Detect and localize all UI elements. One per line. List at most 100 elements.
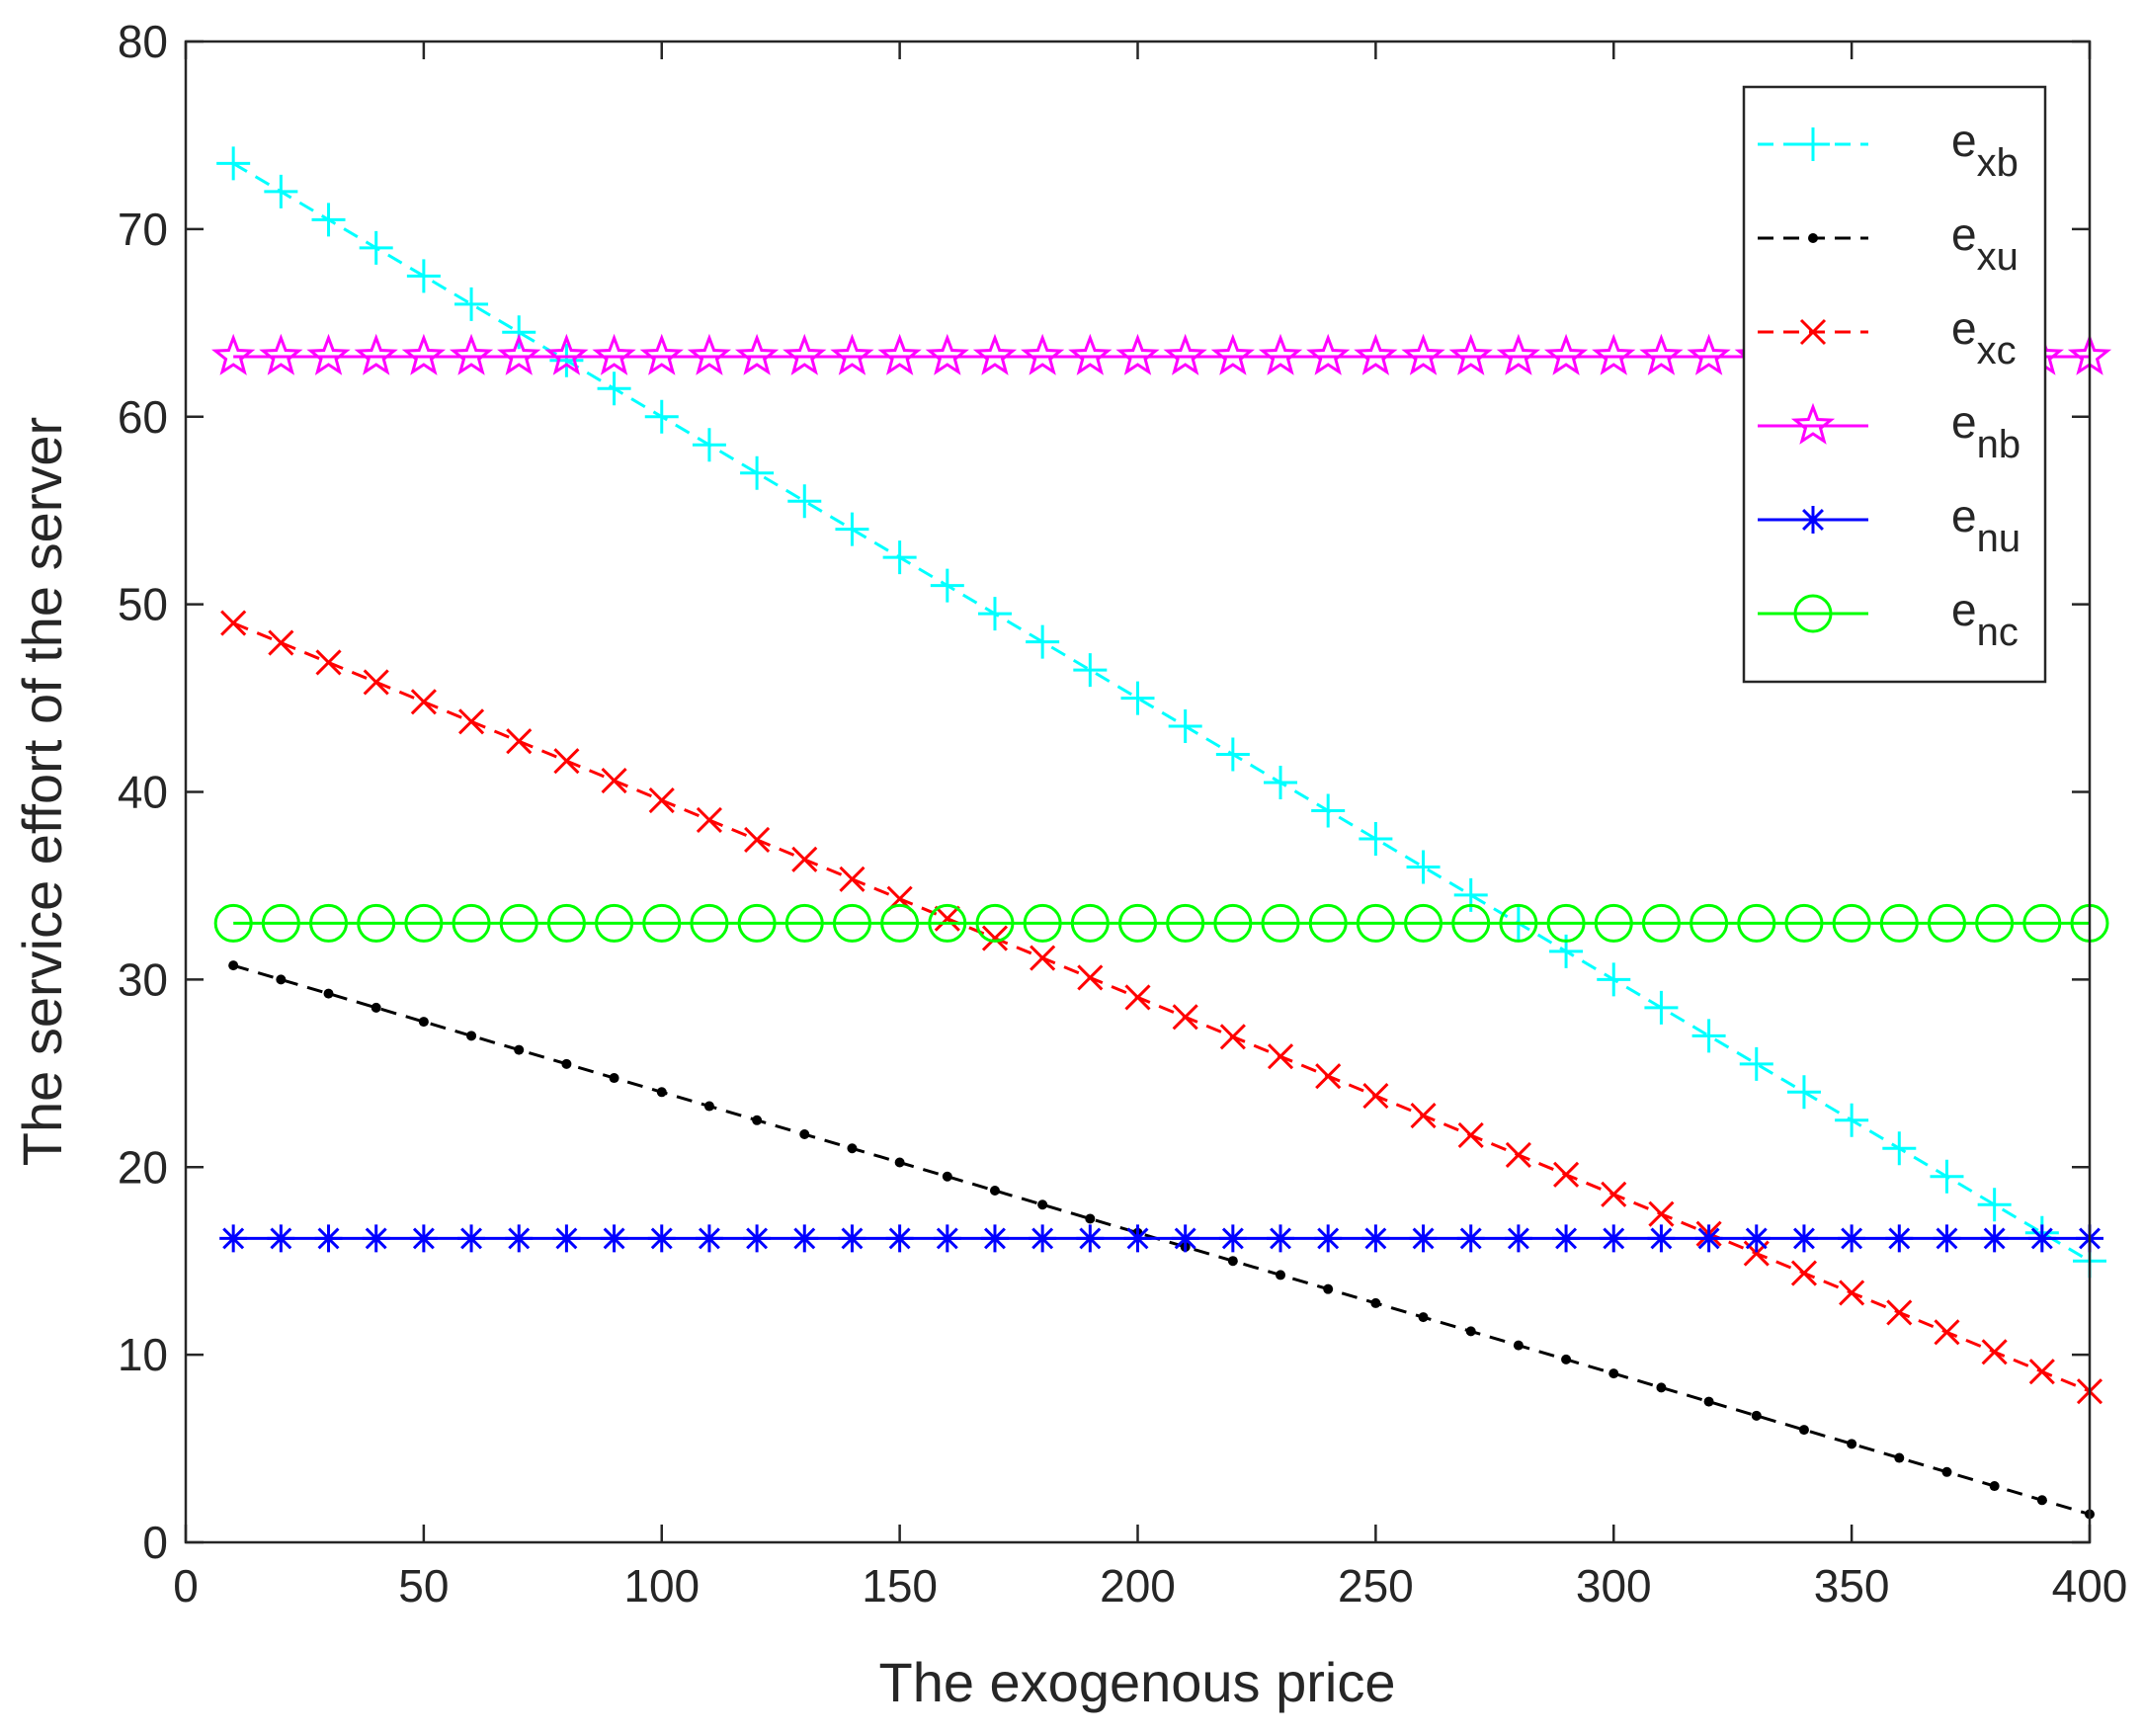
data-point-nc	[1641, 903, 1681, 943]
data-point-nb	[449, 333, 494, 375]
legend-label-xc: exc	[1951, 302, 2017, 372]
data-point-xu	[323, 988, 334, 999]
data-point-nc	[1451, 903, 1491, 943]
tick-labels: 0 50 100 150 200 250 300 350 400 0 10 20 30 40 50 60 70 8…	[118, 16, 2128, 1612]
data-point-nb	[877, 333, 922, 375]
data-point-xu	[1561, 1354, 1572, 1364]
data-point-nc	[1594, 903, 1633, 943]
data-point-xc	[1934, 1319, 1960, 1346]
data-point-nc	[1737, 903, 1776, 943]
data-point-xb	[1168, 709, 1202, 744]
data-point-xb	[1120, 681, 1155, 715]
data-point-xb	[1835, 1103, 1869, 1137]
legend-label-subscript: nb	[1977, 423, 2021, 466]
data-point-nu	[1552, 1224, 1581, 1253]
data-point-nc	[1499, 903, 1538, 943]
data-point-nu	[743, 1224, 772, 1253]
data-point-nc	[595, 903, 634, 943]
data-point-nb	[544, 333, 589, 375]
data-point-xc	[1077, 964, 1104, 991]
legend-marker-nu	[1799, 506, 1827, 534]
data-point-xu	[2036, 1495, 2047, 1506]
data-point-xu	[1370, 1297, 1381, 1308]
data-point-nu	[885, 1224, 914, 1253]
data-point-xc	[457, 708, 485, 735]
data-point-xu	[1608, 1368, 1619, 1379]
legend-item-nc: enc	[1758, 584, 2019, 654]
legend-marker-xb	[1796, 127, 1830, 161]
data-point-nc	[1166, 903, 1205, 943]
data-point-xb	[1977, 1188, 2012, 1222]
data-point-nb	[1496, 333, 1541, 375]
data-point-nu	[1409, 1224, 1438, 1253]
data-point-xu	[466, 1031, 477, 1041]
legend-label-nu: enu	[1951, 490, 2020, 560]
data-point-nb	[354, 333, 398, 375]
data-point-nb	[1115, 333, 1160, 375]
data-point-xc	[220, 610, 247, 636]
legend-label-nb: enb	[1951, 396, 2020, 466]
data-point-xb	[1264, 766, 1298, 800]
legend-marker-nc	[1793, 594, 1833, 633]
data-point-nc	[928, 903, 967, 943]
legend-label-subscript: xc	[1977, 329, 2017, 372]
data-point-nb	[1448, 333, 1493, 375]
data-point-xc	[696, 806, 722, 834]
data-point-xb	[1311, 793, 1346, 828]
data-point-xu	[1276, 1270, 1286, 1281]
data-point-nu	[647, 1224, 676, 1253]
data-point-nc	[213, 903, 253, 943]
data-point-xc	[1886, 1299, 1913, 1326]
legend-item-xc: exc	[1758, 302, 2017, 372]
data-point-nb	[497, 333, 541, 375]
data-point-nb	[1306, 333, 1351, 375]
data-point-xb	[1882, 1131, 1917, 1166]
data-point-xc	[1124, 984, 1151, 1011]
data-point-xb	[1073, 653, 1108, 688]
data-point-nb	[830, 333, 874, 375]
data-point-nu	[267, 1224, 295, 1253]
series-xb	[216, 146, 2106, 1279]
series-nu	[219, 1224, 2103, 1253]
data-point-nu	[1218, 1224, 1247, 1253]
data-point-nb	[1258, 333, 1303, 375]
legend-item-xb: exb	[1758, 115, 2019, 185]
data-point-xb	[549, 343, 584, 377]
data-point-nc	[1213, 903, 1253, 943]
data-point-nu	[933, 1224, 961, 1253]
data-point-xb	[740, 455, 775, 490]
data-point-xc	[981, 925, 1009, 951]
series-xc	[220, 610, 2103, 1405]
data-point-nu	[1123, 1224, 1152, 1253]
data-point-nc	[642, 903, 682, 943]
data-point-nc	[499, 903, 538, 943]
data-point-xc	[1219, 1024, 1246, 1050]
data-point-nu	[552, 1224, 581, 1253]
data-point-nc	[357, 903, 396, 943]
data-point-nu	[1267, 1224, 1295, 1253]
data-point-xb	[1691, 1019, 1726, 1053]
data-point-xc	[791, 846, 818, 872]
data-point-xb	[311, 203, 346, 237]
data-point-xb	[264, 174, 298, 208]
data-point-nc	[1784, 903, 1824, 943]
data-point-nu	[1361, 1224, 1390, 1253]
legend-label-subscript: xb	[1977, 141, 2019, 185]
legend-label-xb: exb	[1951, 115, 2019, 185]
data-point-nu	[219, 1224, 248, 1253]
data-point-xb	[644, 399, 679, 434]
data-point-nb	[259, 333, 303, 375]
data-point-xu	[1703, 1396, 1714, 1407]
data-point-nb	[1543, 333, 1589, 375]
data-point-xu	[752, 1115, 763, 1125]
data-point-xc	[315, 649, 342, 676]
data-point-xb	[977, 597, 1012, 631]
y-axis-title: The service effort of the server	[11, 417, 73, 1166]
data-point-xc	[1267, 1043, 1294, 1070]
data-point-xc	[1172, 1004, 1198, 1031]
data-point-nc	[1261, 903, 1300, 943]
x-tick-label: 150	[862, 1560, 938, 1612]
x-tick-label: 0	[173, 1560, 199, 1612]
